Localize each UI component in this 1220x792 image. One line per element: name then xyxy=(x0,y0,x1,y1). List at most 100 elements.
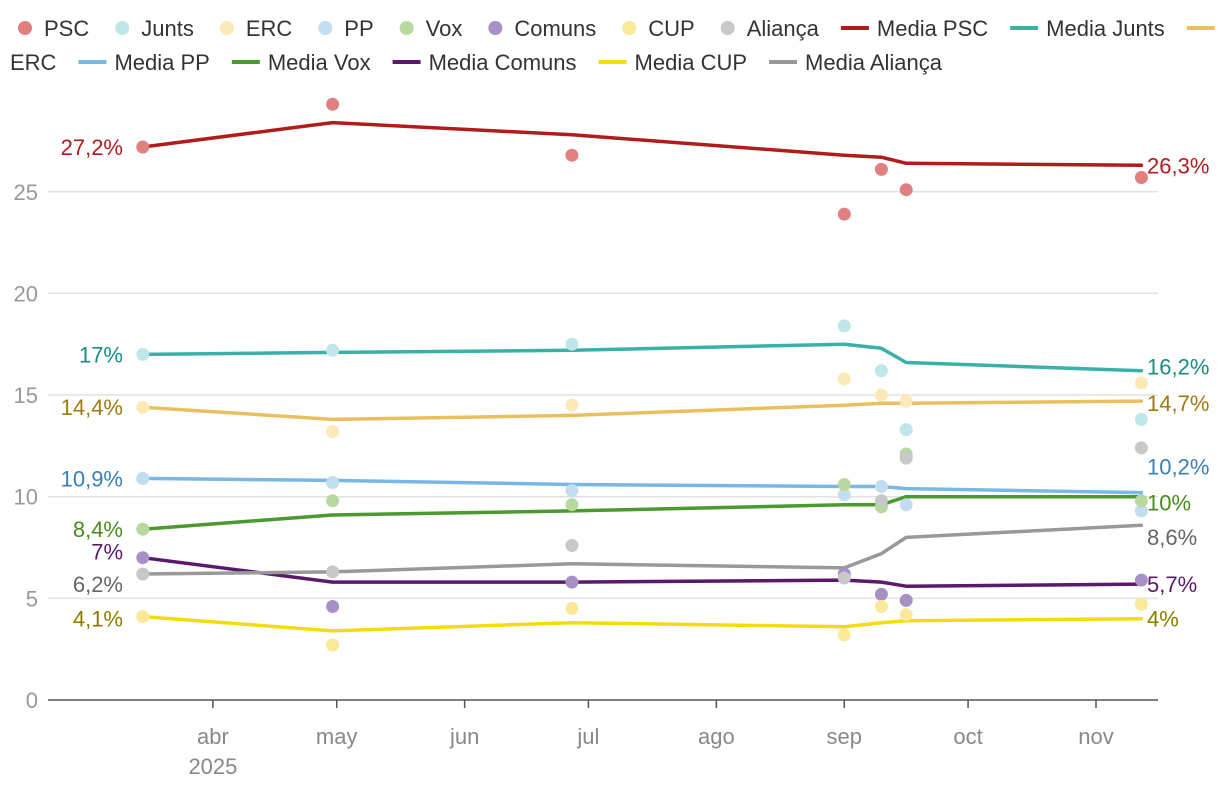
legend-dot-icon xyxy=(318,21,333,35)
x-axis: abr may jun jul ago sep oct nov 2025 xyxy=(48,699,1158,779)
legend-item-junts: Junts xyxy=(115,16,194,41)
poll-point-vox xyxy=(326,494,340,508)
legend-item-psc: PSC xyxy=(18,16,89,41)
poll-point-psc xyxy=(874,162,888,176)
poll-points xyxy=(136,97,1148,652)
legend-label: CUP xyxy=(648,16,694,41)
average-line-cup xyxy=(141,614,1144,633)
x-tick-label: abr xyxy=(197,724,229,749)
y-tick-label: 5 xyxy=(26,586,38,611)
poll-point-erc xyxy=(899,394,913,408)
legend-label: Vox xyxy=(426,16,463,41)
poll-point-comuns xyxy=(326,600,340,613)
poll-point-comuns xyxy=(1134,573,1148,587)
legend: PSC Junts ERC PP Vox Comuns CUP Aliança Media PS… xyxy=(10,16,1220,75)
poll-point-psc xyxy=(899,183,913,197)
legend-item-vox: Vox xyxy=(399,16,463,41)
legend-item-media-psc: Media PSC xyxy=(840,16,988,41)
start-label-vox: 8,4% xyxy=(73,517,123,542)
x-tick-label: jul xyxy=(576,724,599,749)
average-line-aliança xyxy=(141,523,1144,576)
legend-dot-icon xyxy=(488,21,503,35)
legend-label: Junts xyxy=(141,16,194,41)
legend-label: Aliança xyxy=(747,16,820,41)
poll-point-pp xyxy=(874,480,888,493)
poll-point-pp xyxy=(1134,504,1148,518)
poll-point-aliança xyxy=(1134,441,1148,455)
y-tick-label: 15 xyxy=(14,383,38,408)
legend-label: Media Vox xyxy=(268,50,371,75)
legend-item-media-erc: MediaERC xyxy=(10,16,1220,75)
legend-dot-icon xyxy=(399,21,414,35)
poll-point-psc xyxy=(1134,171,1148,184)
legend-label: MediaERC xyxy=(10,16,1220,75)
average-line-erc xyxy=(141,399,1144,422)
legend-dot-icon xyxy=(115,21,130,35)
end-label-cup: 4% xyxy=(1147,607,1179,632)
value-labels: 27,2% 26,3% 17% 16,2% 14,4% 14,7% 10,9% 10,2% 8,… xyxy=(61,135,1210,632)
poll-point-psc xyxy=(565,148,579,162)
poll-point-aliança xyxy=(326,565,340,579)
x-tick-label: sep xyxy=(827,724,862,749)
poll-point-junts xyxy=(565,337,579,351)
x-tick-label: nov xyxy=(1078,724,1113,749)
poll-point-psc xyxy=(326,97,340,111)
legend-item-aliança: Aliança xyxy=(720,16,820,41)
legend-dot-icon xyxy=(219,21,234,35)
start-label-cup: 4,1% xyxy=(73,607,123,632)
start-label-junts: 17% xyxy=(79,342,123,367)
poll-point-erc xyxy=(136,400,150,414)
average-line-junts xyxy=(141,342,1144,373)
poll-point-junts xyxy=(326,343,340,357)
legend-item-erc: ERC xyxy=(219,16,293,41)
poll-point-vox xyxy=(136,522,150,536)
poll-point-aliança xyxy=(136,567,150,581)
poll-point-junts xyxy=(874,364,888,378)
poll-point-comuns xyxy=(136,551,150,565)
poll-point-erc xyxy=(565,398,579,412)
poll-point-cup xyxy=(874,600,888,613)
end-label-vox: 10% xyxy=(1147,491,1191,516)
end-label-pp: 10,2% xyxy=(1147,455,1209,480)
poll-point-junts xyxy=(136,347,150,361)
legend-item-media-vox: Media Vox xyxy=(231,50,371,75)
legend-item-media-junts: Media Junts xyxy=(1010,16,1165,41)
legend-dot-icon xyxy=(720,21,735,35)
poll-point-erc xyxy=(874,388,888,402)
legend-label: Media Aliança xyxy=(805,50,943,75)
poll-point-psc xyxy=(136,140,150,154)
legend-item-cup: CUP xyxy=(622,16,695,41)
average-line-psc xyxy=(141,120,1144,168)
legend-label: Media Comuns xyxy=(429,50,577,75)
poll-point-vox xyxy=(565,498,579,512)
y-tick-label: 25 xyxy=(14,180,38,205)
x-tick-label: jun xyxy=(449,724,479,749)
poll-point-cup xyxy=(1134,597,1148,611)
legend-label: ERC xyxy=(246,16,293,41)
end-label-erc: 14,7% xyxy=(1147,391,1209,416)
legend-label: Media PSC xyxy=(877,16,988,41)
legend-label: PP xyxy=(344,16,373,41)
legend-item-pp: PP xyxy=(318,16,374,41)
poll-point-pp xyxy=(136,471,150,485)
y-tick-label: 0 xyxy=(26,688,38,713)
poll-point-junts xyxy=(899,423,913,437)
average-line-vox xyxy=(141,494,1144,531)
legend-label: Comuns xyxy=(514,16,596,41)
y-tick-label: 10 xyxy=(14,485,38,510)
poll-point-cup xyxy=(837,628,851,642)
y-tick-label: 20 xyxy=(14,281,38,306)
x-tick-label: oct xyxy=(953,724,982,749)
poll-point-junts xyxy=(1134,412,1148,426)
x-year-label: 2025 xyxy=(188,754,237,779)
poll-point-aliança xyxy=(565,539,579,552)
poll-point-cup xyxy=(565,602,579,615)
poll-point-pp xyxy=(565,484,579,498)
poll-point-erc xyxy=(1134,376,1148,390)
start-label-psc: 27,2% xyxy=(61,135,123,160)
poll-point-vox xyxy=(837,478,851,491)
end-label-comuns: 5,7% xyxy=(1147,572,1197,597)
poll-point-erc xyxy=(837,372,851,386)
poll-point-aliança xyxy=(874,494,888,508)
